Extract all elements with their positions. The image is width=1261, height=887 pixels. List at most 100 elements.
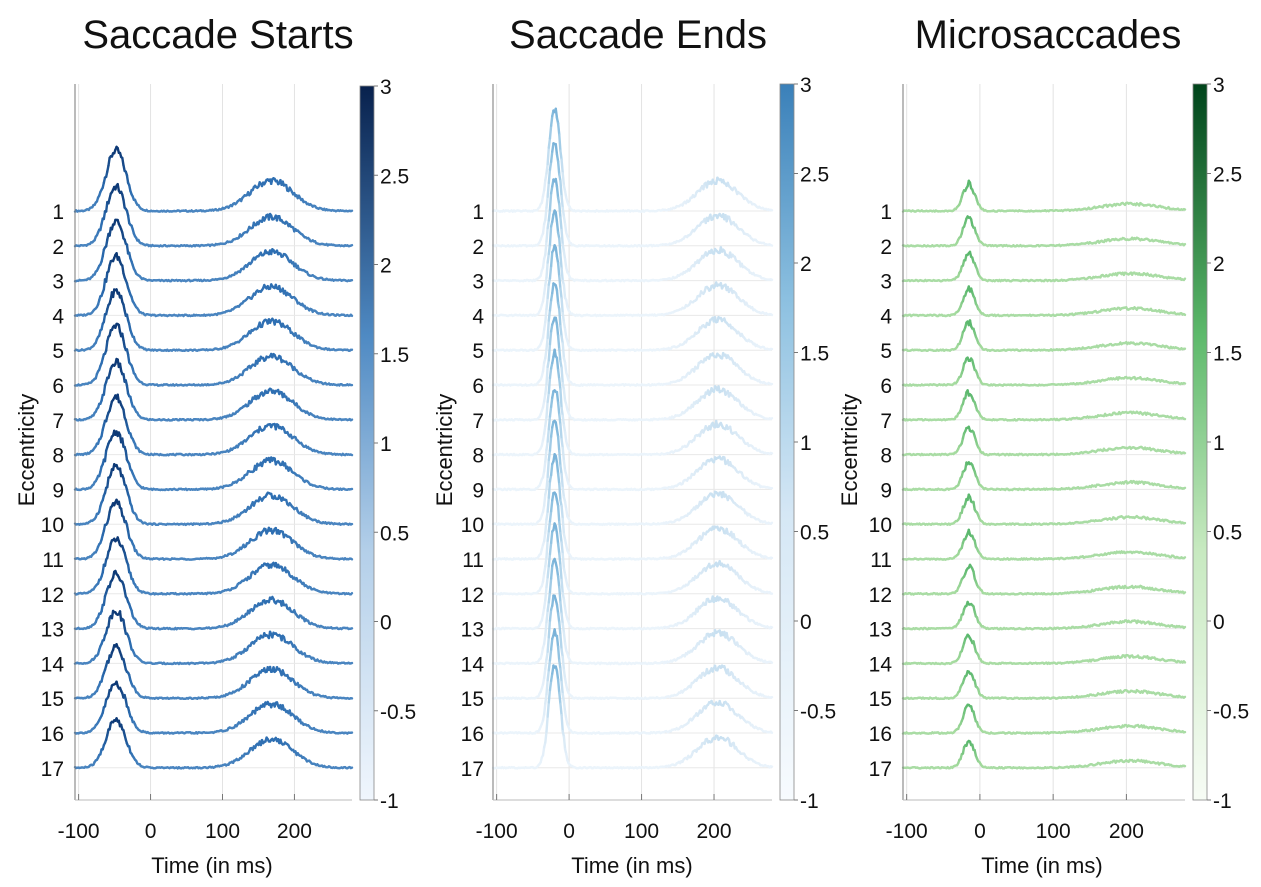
trace-segment <box>102 384 107 396</box>
eccentricity-trace <box>73 429 354 492</box>
trace-segment <box>104 200 109 213</box>
colorbar-tick-label: 1.5 <box>380 344 409 367</box>
eccentricity-trace <box>73 569 354 631</box>
eccentricity-trace <box>73 680 354 735</box>
panel-saccade-starts: Saccade Starts 1234567891011121314151617… <box>14 13 416 878</box>
eccentricity-trace <box>73 463 354 527</box>
trace-segment <box>560 158 564 175</box>
x-tick-labels: -100 0 100 200 <box>58 820 312 843</box>
trace-segment <box>769 278 774 282</box>
trace-segment <box>562 283 567 299</box>
trace-segment <box>126 353 131 364</box>
trace-segment <box>549 150 554 163</box>
trace-segment <box>560 194 564 210</box>
trace-segment <box>558 202 562 219</box>
trace-segment <box>548 225 553 246</box>
trace-segment <box>103 449 108 463</box>
y-tick-label: 8 <box>52 445 64 468</box>
eccentricity-trace <box>73 609 354 666</box>
trace-segment <box>122 198 126 209</box>
trace-segment <box>125 384 130 395</box>
y-tick-label: 3 <box>52 271 64 294</box>
y-tick-label: 15 <box>41 688 64 711</box>
trace-segment <box>349 313 354 318</box>
colorbar-tick-label: -0.5 <box>380 701 416 724</box>
colorbar-tick-label: 1 <box>380 433 392 456</box>
trace-segment <box>559 149 563 161</box>
trace-segment <box>545 226 549 243</box>
eccentricity-trace <box>73 393 354 457</box>
x-tick-label: 100 <box>205 820 240 843</box>
eccentricity-trace <box>73 717 354 770</box>
traces <box>491 107 774 770</box>
y-axis-label: Eccentricity <box>14 394 39 506</box>
trace-segment <box>554 211 559 223</box>
trace-segment <box>121 156 125 167</box>
y-tick-label: 2 <box>52 236 64 259</box>
trace-segment <box>547 137 552 149</box>
y-tick-label: 12 <box>41 584 64 607</box>
trace-segment <box>547 208 552 222</box>
y-tick-label: 10 <box>41 514 64 537</box>
x-tick-label: -100 <box>58 820 100 843</box>
eccentricity-trace <box>73 498 354 561</box>
grid <box>493 84 772 800</box>
eccentricity-trace <box>73 252 354 318</box>
trace-segment <box>544 206 548 222</box>
trace-segment <box>107 156 111 167</box>
colorbar-tick-label: 3 <box>380 76 392 99</box>
traces <box>73 145 354 770</box>
trace-segment <box>541 257 546 269</box>
trace-segment <box>544 240 548 256</box>
trace-segment <box>548 192 553 211</box>
trace-segment <box>546 252 550 264</box>
x-tick-label: 0 <box>145 820 157 843</box>
trace-segment <box>556 122 561 136</box>
colorbar-tick-label: -1 <box>380 790 399 813</box>
eccentricity-trace <box>73 218 354 283</box>
eccentricity-trace <box>73 322 354 387</box>
trace-segment <box>349 453 354 457</box>
colorbar-tick-label: 0 <box>380 612 392 635</box>
trace-segment <box>349 591 354 596</box>
panel-title: Saccade Ends <box>509 13 767 57</box>
trace-segment <box>125 243 130 255</box>
trace-segment <box>558 237 562 256</box>
trace-segment <box>542 283 547 296</box>
colorbar-tick-label: 2 <box>380 255 392 278</box>
y-tick-label: 6 <box>52 375 64 398</box>
trace-segment <box>106 476 110 489</box>
panel-title: Saccade Starts <box>82 13 353 57</box>
eccentricity-trace <box>491 142 774 248</box>
colorbar-tick-label: 0.5 <box>380 522 409 545</box>
y-tick-label: 1 <box>52 201 64 224</box>
eccentricity-trace <box>73 536 354 596</box>
y-tick-label: 4 <box>52 305 64 328</box>
trace-segment <box>563 222 568 234</box>
trace-segment <box>102 594 107 607</box>
trace-segment <box>559 179 563 198</box>
eccentricity-trace <box>73 357 354 422</box>
trace-segment <box>547 168 552 185</box>
trace-segment <box>541 222 546 235</box>
trace-segment <box>104 339 109 352</box>
trace-segment <box>545 162 549 175</box>
trace-segment <box>556 160 561 176</box>
trace-segment <box>545 261 549 279</box>
trace-segment <box>546 181 550 198</box>
colorbar-tick-label: 2.5 <box>380 165 409 188</box>
y-tick-label: 7 <box>52 410 64 433</box>
y-tick-label: 16 <box>41 723 64 746</box>
trace-segment <box>121 437 125 449</box>
trace-segment <box>554 107 559 120</box>
trace-segment <box>126 214 131 225</box>
eccentricity-trace <box>491 107 774 213</box>
eccentricity-trace <box>73 288 354 353</box>
trace-segment <box>560 228 564 246</box>
trace-segment <box>546 146 550 166</box>
trace-segment <box>555 185 560 199</box>
trace-segment <box>104 271 109 283</box>
